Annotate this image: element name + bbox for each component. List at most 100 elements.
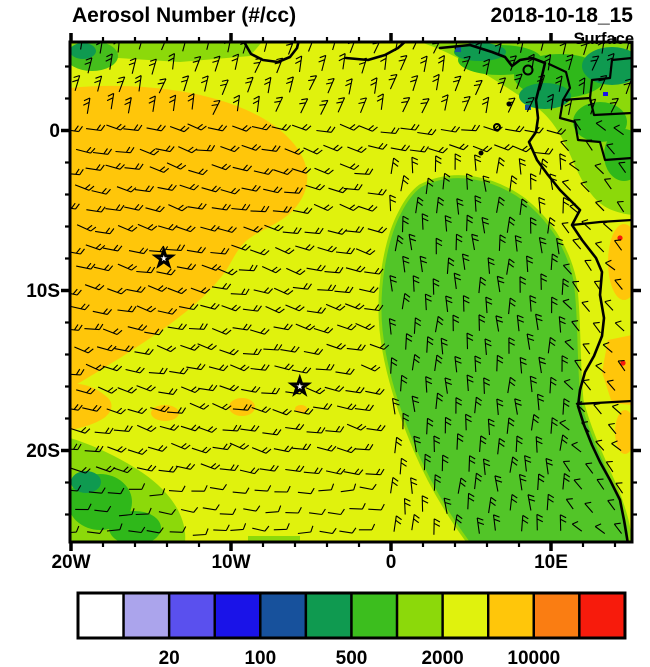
wind-barb — [158, 508, 177, 516]
wind-barb — [449, 143, 469, 151]
wind-barb — [211, 327, 232, 335]
border-segment — [570, 218, 632, 227]
lat-tick-label: 0 — [49, 121, 60, 142]
wind-barb — [440, 337, 448, 355]
wind-barb — [466, 374, 474, 392]
wind-barb — [546, 493, 555, 511]
wind-barb — [514, 398, 522, 415]
wind-barb — [492, 514, 501, 531]
wind-barb — [505, 125, 525, 133]
wind-barb — [354, 404, 374, 412]
wind-barb — [545, 457, 553, 475]
wind-barb — [285, 423, 305, 431]
wind-barb — [136, 384, 156, 392]
colorbar-box — [487, 591, 536, 640]
wind-barb — [595, 362, 606, 374]
wind-barb — [336, 403, 357, 411]
wind-barb — [317, 284, 337, 292]
wind-barb — [467, 492, 475, 510]
wind-barb — [405, 333, 413, 350]
wind-barb — [436, 196, 445, 214]
wind-barb — [150, 405, 170, 413]
wind-barb — [147, 445, 168, 452]
wind-barb — [498, 234, 506, 251]
wind-barb — [280, 345, 300, 353]
wind-barb — [250, 364, 270, 371]
wind-barb — [159, 424, 180, 431]
wind-barb — [176, 263, 197, 271]
wind-barb — [358, 204, 378, 212]
wind-barb — [231, 243, 251, 251]
wind-barb — [551, 296, 558, 314]
wind-barb — [200, 224, 220, 232]
wind-barb — [220, 187, 241, 195]
wind-barb — [594, 163, 604, 175]
wind-barb — [494, 143, 514, 151]
wind-barb — [251, 123, 272, 131]
wind-barb — [365, 388, 385, 395]
wind-barb — [519, 276, 527, 293]
field-blue-speck — [603, 92, 608, 96]
wind-barb — [445, 295, 453, 312]
wind-barb — [435, 392, 444, 410]
wind-barb — [148, 95, 156, 112]
wind-barb — [391, 397, 400, 415]
wind-barb — [390, 357, 398, 374]
wind-barb — [106, 407, 126, 415]
wind-barb — [168, 94, 177, 111]
wind-barb — [286, 42, 294, 55]
wind-barb — [250, 327, 270, 335]
wind-barb — [393, 515, 402, 532]
wind-barb — [481, 96, 490, 114]
wind-barb — [508, 337, 515, 354]
wind-barb — [605, 460, 614, 473]
wind-barb — [611, 440, 622, 452]
wind-barb — [412, 275, 420, 292]
wind-barb — [212, 443, 232, 451]
wind-barb — [390, 144, 411, 152]
wind-barb — [535, 313, 543, 331]
wind-barb — [559, 42, 567, 55]
wind-barb — [136, 305, 157, 313]
wind-barb — [413, 317, 422, 334]
map-frame — [68, 40, 634, 544]
wind-barb — [75, 146, 96, 154]
wind-barb — [529, 295, 537, 312]
wind-barb — [117, 263, 138, 271]
wind-barb — [364, 267, 384, 275]
wind-barb — [295, 55, 303, 72]
wind-barb — [561, 179, 572, 191]
wind-barb — [595, 241, 605, 253]
wind-barb — [462, 295, 470, 312]
wind-barb — [424, 293, 432, 311]
wind-barb — [218, 268, 238, 276]
wind-barb — [202, 504, 220, 511]
wind-barb — [200, 75, 209, 92]
wind-barb — [335, 368, 355, 375]
wind-barb — [530, 414, 540, 431]
wind-barb — [285, 465, 305, 472]
field-sw-darkgreen — [71, 471, 101, 493]
wind-barb — [336, 97, 346, 113]
wind-barb — [313, 203, 334, 212]
wind-barb — [444, 215, 452, 232]
wind-barb — [399, 457, 408, 475]
wind-barb — [547, 217, 556, 234]
wind-barb — [167, 407, 187, 414]
border-segment — [558, 98, 632, 162]
wind-barb — [116, 185, 137, 193]
wind-barb — [219, 348, 239, 356]
colorbar-label: 2000 — [421, 648, 463, 667]
wind-barb — [97, 386, 118, 394]
wind-barb — [497, 437, 506, 455]
field-orange-tongue — [70, 383, 112, 430]
wind-barb — [324, 385, 345, 392]
colorbar-frame — [76, 591, 627, 640]
wind-barb — [402, 412, 410, 430]
wind-barb — [518, 473, 527, 491]
wind-barb — [614, 278, 623, 290]
wind-barb — [515, 435, 523, 453]
wind-barb — [264, 224, 284, 232]
wind-barb — [389, 194, 397, 212]
wind-barb — [303, 147, 323, 155]
